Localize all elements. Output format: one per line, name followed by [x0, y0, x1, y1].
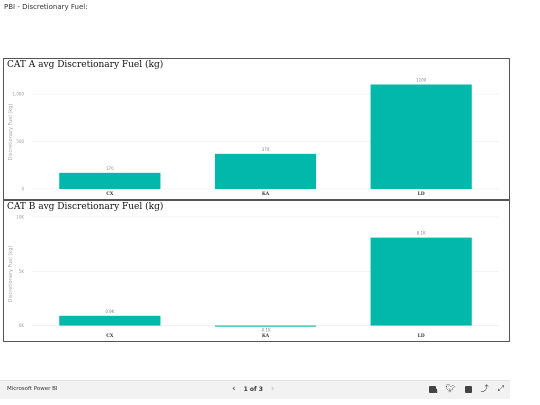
- bar: [214, 325, 317, 327]
- share-icon[interactable]: ⤴: [480, 384, 489, 393]
- bar-chart-cat-a: Discretionary Fuel (kg) 0 500 1,000 170 CX 370…: [8, 78, 499, 197]
- share-toolbar: in 🐦︎ f ⤴ ⤢: [429, 384, 504, 395]
- data-label: 170: [106, 166, 114, 171]
- y-tick-label: 0K: [19, 323, 25, 328]
- x-tick-label: KA: [262, 333, 270, 339]
- bar: [214, 153, 317, 189]
- previous-page-icon[interactable]: ‹: [232, 384, 236, 394]
- twitter-icon[interactable]: 🐦︎: [445, 384, 456, 393]
- chart-panel-cat-a[interactable]: CAT A avg Discretionary Fuel (kg) Discre…: [3, 58, 510, 200]
- bar: [59, 172, 161, 189]
- y-axis-title: Discretionary Fuel (kg): [8, 246, 14, 303]
- y-tick-label: 5K: [19, 269, 25, 274]
- data-label: 0.9K: [105, 309, 114, 314]
- bar: [370, 237, 472, 326]
- bar-chart-cat-b: Discretionary Fuel (kg) 0K 5K 10K 0.9K CX -0.1…: [8, 215, 499, 339]
- x-tick-label: KA: [262, 191, 270, 197]
- x-tick-label: CX: [106, 191, 114, 197]
- x-tick-label: LD: [418, 333, 425, 339]
- data-label: 370: [262, 147, 270, 152]
- page-navigator: ‹ 1 of 3 ›: [232, 384, 274, 394]
- y-tick-label: 500: [16, 139, 24, 144]
- bar: [59, 315, 161, 326]
- fullscreen-icon[interactable]: ⤢: [497, 384, 504, 393]
- data-label: 1100: [416, 78, 427, 83]
- chart-title: CAT B avg Discretionary Fuel (kg): [7, 202, 164, 212]
- data-label: 8.1K: [417, 231, 426, 236]
- page-count: 1 of 3: [243, 385, 263, 393]
- y-tick-label: 10K: [16, 215, 24, 220]
- chart-panel-cat-b[interactable]: CAT B avg Discretionary Fuel (kg) Discre…: [3, 200, 510, 342]
- y-tick-label: 0: [21, 187, 24, 192]
- x-tick-label: LD: [418, 191, 425, 197]
- facebook-icon[interactable]: f: [464, 385, 472, 395]
- chart-title: CAT A avg Discretionary Fuel (kg): [7, 60, 164, 70]
- linkedin-icon[interactable]: in: [429, 385, 438, 395]
- page-title: PBI - Discretionary Fuel:: [4, 3, 88, 11]
- report-footer: Microsoft Power BI ‹ 1 of 3 › in 🐦︎ f ⤴ …: [0, 380, 510, 399]
- x-tick-label: CX: [106, 333, 114, 339]
- next-page-icon[interactable]: ›: [270, 384, 275, 394]
- brand-label: Microsoft Power BI: [7, 386, 58, 392]
- bar: [370, 84, 472, 189]
- y-tick-label: 1,000: [13, 92, 25, 97]
- y-axis-title: Discretionary Fuel (kg): [8, 104, 14, 161]
- data-label: -0.1K: [260, 328, 271, 333]
